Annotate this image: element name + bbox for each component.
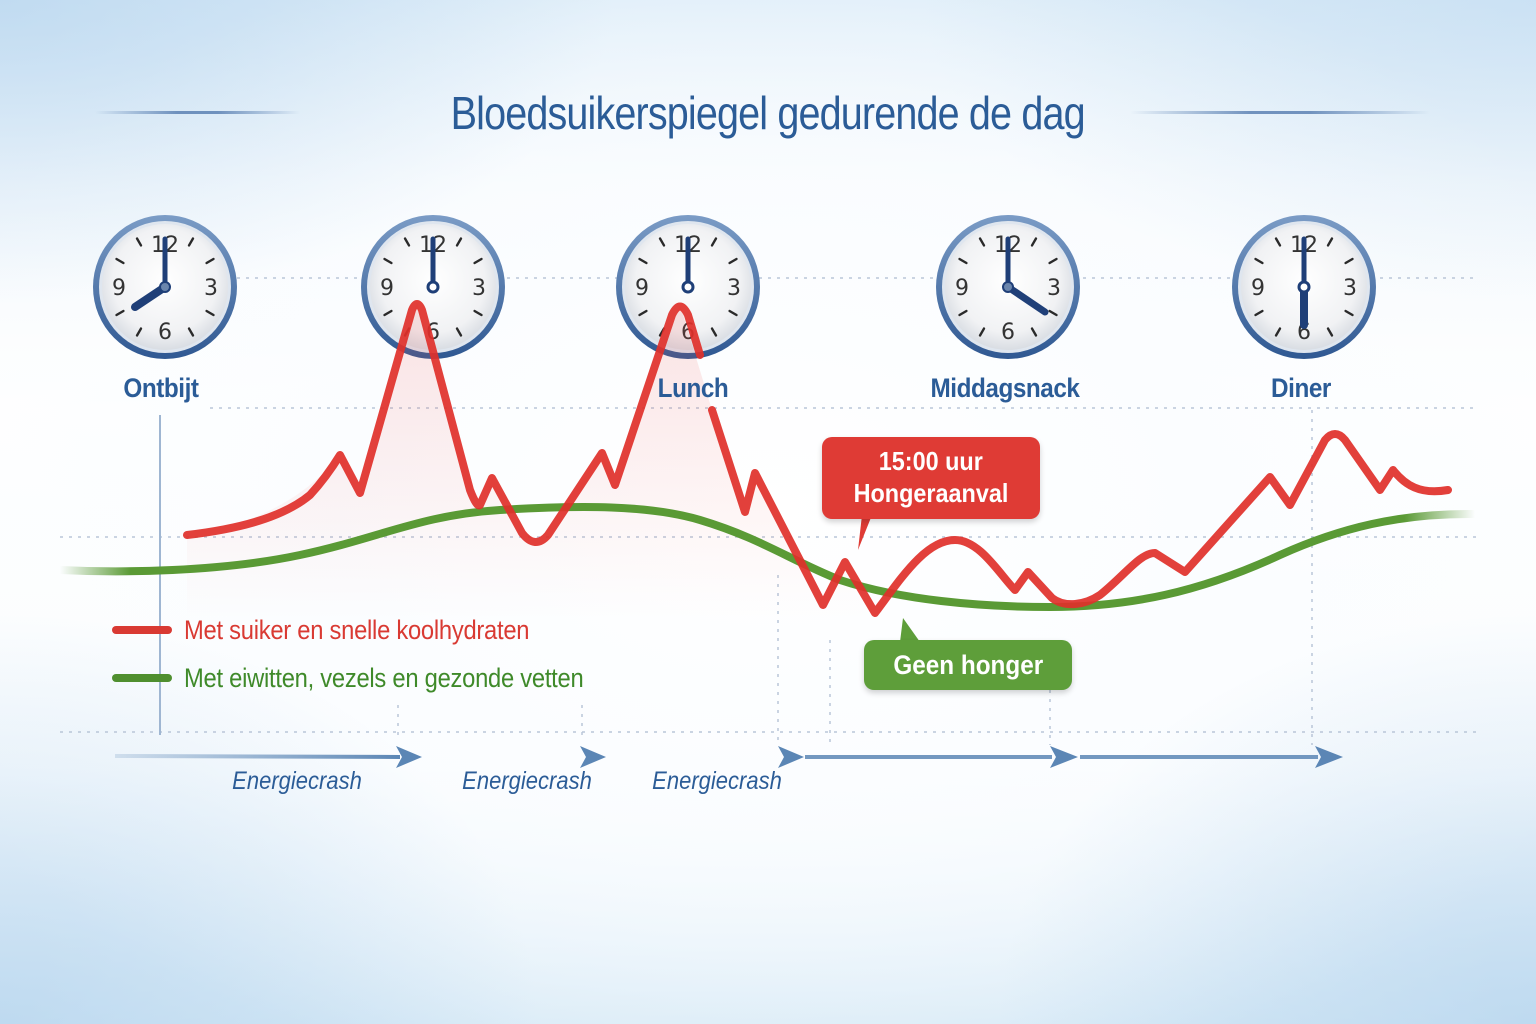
legend-item-sugar: Met suiker en snelle koolhydraten xyxy=(112,606,638,654)
hunger-attack-callout: 15:00 uur Hongeraanval xyxy=(822,437,1040,519)
energy-crash-label-3: Energiecrash xyxy=(652,767,782,795)
meal-label-lunch: Lunch xyxy=(657,373,729,403)
red-series-line-1 xyxy=(183,300,704,546)
energy-crash-label-1: Energiecrash xyxy=(232,767,362,795)
legend: Met suiker en snelle koolhydraten Met ei… xyxy=(112,606,638,702)
green-series-line xyxy=(56,503,1479,612)
meal-label-middagsnack: Middagsnack xyxy=(930,373,1080,403)
legend-label-sugar: Met suiker en snelle koolhydraten xyxy=(184,614,530,645)
legend-item-protein: Met eiwitten, vezels en gezonde vetten xyxy=(112,654,638,702)
timeline-arrows xyxy=(114,746,1343,768)
title-bar: Bloedsuikerspiegel gedurende de dag xyxy=(0,78,1536,148)
title-rule-left xyxy=(95,111,300,114)
clock-diner xyxy=(1230,213,1378,361)
page-title: Bloedsuikerspiegel gedurende de dag xyxy=(450,87,1086,139)
clock-ontbijt xyxy=(91,213,239,361)
legend-swatch-red xyxy=(112,626,172,634)
callout-no-hunger-text: Geen honger xyxy=(893,650,1043,680)
red-callout-tail xyxy=(858,515,872,550)
red-series-line-2 xyxy=(708,406,1452,617)
clock-middagsnack xyxy=(934,213,1082,361)
clock-lunch xyxy=(614,213,762,361)
green-callout-tail xyxy=(900,618,920,642)
title-rule-right xyxy=(1130,111,1430,114)
clock-mid-morning xyxy=(359,213,507,361)
energy-crash-label-2: Energiecrash xyxy=(462,767,592,795)
meal-label-diner: Diner xyxy=(1271,373,1331,403)
callout-hunger-text: Hongeraanval xyxy=(853,478,1009,508)
no-hunger-callout: Geen honger xyxy=(864,640,1072,690)
red-series-glow xyxy=(187,302,875,620)
meal-label-ontbijt: Ontbijt xyxy=(123,373,199,403)
legend-label-protein: Met eiwitten, vezels en gezonde vetten xyxy=(184,662,584,693)
legend-swatch-green xyxy=(112,674,172,682)
callout-time: 15:00 uur xyxy=(878,446,984,476)
